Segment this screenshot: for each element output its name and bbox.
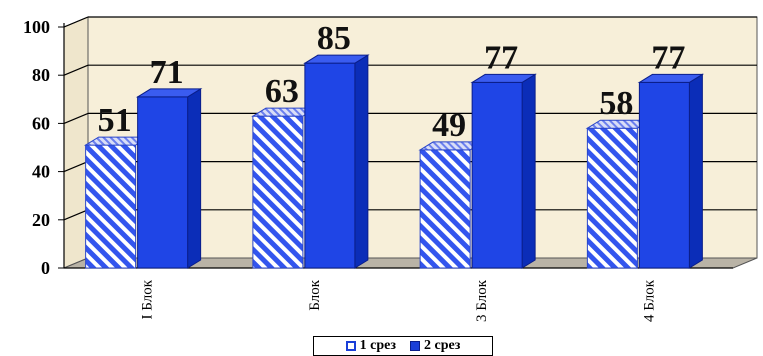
bar-series-1 xyxy=(252,115,304,269)
y-axis-ticks: 0 20 40 60 80 100 xyxy=(23,17,64,278)
bar-series-2 xyxy=(638,81,690,269)
bar-side-series-2 xyxy=(688,73,703,269)
gridline-side xyxy=(63,209,89,221)
bar-series-1 xyxy=(85,144,137,269)
data-label: 77 xyxy=(651,39,685,76)
bars xyxy=(83,54,705,269)
data-labels: 51 71 63 85 49 77 58 77 xyxy=(98,20,686,144)
y-tick-label: 80 xyxy=(32,65,50,85)
legend-label-series-2: 2 срез xyxy=(424,338,461,353)
legend: 1 срез 2 срез xyxy=(313,336,493,356)
y-tick-label: 0 xyxy=(41,258,50,278)
bar-side-series-2 xyxy=(187,87,202,269)
y-tick-label: 20 xyxy=(32,210,50,230)
legend-item-series-1: 1 срез xyxy=(345,338,396,354)
gridline-side xyxy=(63,64,89,76)
y-tick-label: 40 xyxy=(32,162,50,182)
legend-label-series-1: 1 срез xyxy=(359,338,396,353)
x-category-label: 4 Блок xyxy=(641,279,657,322)
bar-top-series-2 xyxy=(303,54,370,64)
legend-swatch-series-1 xyxy=(345,341,356,351)
bar-series-2 xyxy=(304,62,356,269)
x-category-label: Блок xyxy=(307,279,323,310)
gridline-side xyxy=(63,112,89,124)
x-category-label: I Блок xyxy=(140,279,156,319)
bar-top-series-2 xyxy=(135,88,203,98)
y-tick-label: 60 xyxy=(32,113,50,133)
bar-top-series-2 xyxy=(637,73,705,83)
plot-side-wall xyxy=(63,16,89,269)
data-label: 85 xyxy=(317,20,351,57)
bar-side-series-2 xyxy=(521,73,536,269)
data-label: 51 xyxy=(98,102,132,139)
data-label: 71 xyxy=(150,54,184,91)
data-label: 49 xyxy=(432,107,466,144)
data-label: 63 xyxy=(265,73,299,110)
bar-side-series-2 xyxy=(354,54,369,269)
bar-top-series-2 xyxy=(470,73,537,83)
y-tick-label: 100 xyxy=(23,17,50,37)
bar-series-2 xyxy=(137,96,189,269)
bar-series-2 xyxy=(471,81,523,269)
gridline-side xyxy=(63,16,89,28)
x-category-label: 3 Блок xyxy=(474,279,490,322)
x-axis-categories: I Блок Блок 3 Блок 4 Блок xyxy=(140,279,658,322)
data-label: 58 xyxy=(599,85,633,122)
gridline-side xyxy=(63,161,89,173)
bar-series-1 xyxy=(419,149,471,269)
data-label: 77 xyxy=(484,39,518,76)
legend-swatch-series-2 xyxy=(410,341,420,351)
legend-item-series-2: 2 срез xyxy=(410,338,460,354)
bar-series-1 xyxy=(586,127,638,269)
